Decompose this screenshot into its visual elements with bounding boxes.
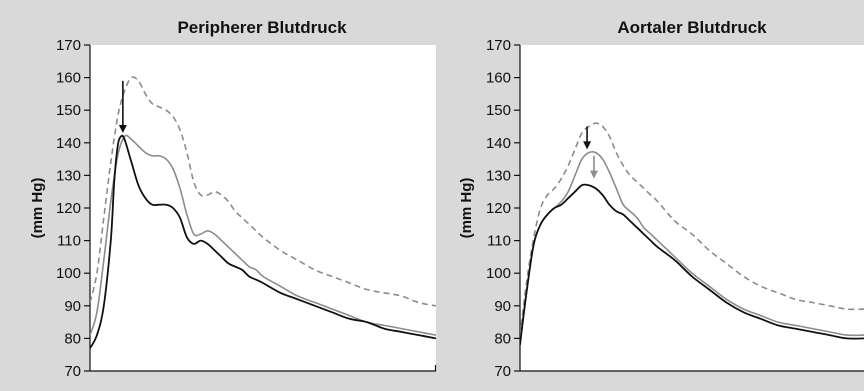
plot-area xyxy=(520,45,864,371)
y-tick-label: 110 xyxy=(57,233,81,250)
y-tick-label: 160 xyxy=(56,70,81,87)
arrow-2 xyxy=(589,155,598,179)
y-tick-label: 150 xyxy=(56,102,81,119)
chart-title: Aortaler Blutdruck xyxy=(617,18,767,37)
plot-area xyxy=(90,45,436,371)
y-tick-label: 70 xyxy=(64,363,81,380)
y-tick-label: 120 xyxy=(56,200,81,217)
y-tick-label: 110 xyxy=(487,233,511,250)
y-tick-label: 70 xyxy=(494,363,511,380)
y-tick-label: 140 xyxy=(486,135,511,152)
y-tick-label: 170 xyxy=(486,37,511,54)
y-axis-label: (mm Hg) xyxy=(458,178,475,239)
y-tick-label: 130 xyxy=(56,167,81,184)
y-tick-label: 120 xyxy=(486,200,511,217)
chart-panel-2: Aortaler Blutdruck (mm Hg) 70 80 90 100 110 120… xyxy=(458,18,864,380)
arrow-1 xyxy=(583,126,592,150)
y-tick-label: 100 xyxy=(486,265,511,282)
arrow-1 xyxy=(118,80,127,134)
y-tick-label: 90 xyxy=(64,298,81,315)
series-line-2 xyxy=(90,134,436,336)
chart-panel-1: Peripherer Blutdruck (mm Hg) 70 80 90 100 110 1… xyxy=(29,18,437,380)
y-tick-label: 160 xyxy=(486,70,511,87)
y-tick-label: 80 xyxy=(64,330,81,347)
chart-title: Peripherer Blutdruck xyxy=(177,18,347,37)
y-tick-label: 130 xyxy=(486,167,511,184)
series-line-3 xyxy=(90,134,436,349)
y-tick-label: 100 xyxy=(56,265,81,282)
series-line-1-dashed xyxy=(520,122,864,336)
y-axis-label: (mm Hg) xyxy=(29,178,46,239)
y-tick-label: 150 xyxy=(486,102,511,119)
y-tick-label: 140 xyxy=(56,135,81,152)
series-line-1-dashed xyxy=(90,76,436,307)
series-line-3 xyxy=(520,183,864,346)
y-tick-label: 90 xyxy=(494,298,511,315)
y-tick-label: 80 xyxy=(494,330,511,347)
y-tick-label: 170 xyxy=(56,37,81,54)
